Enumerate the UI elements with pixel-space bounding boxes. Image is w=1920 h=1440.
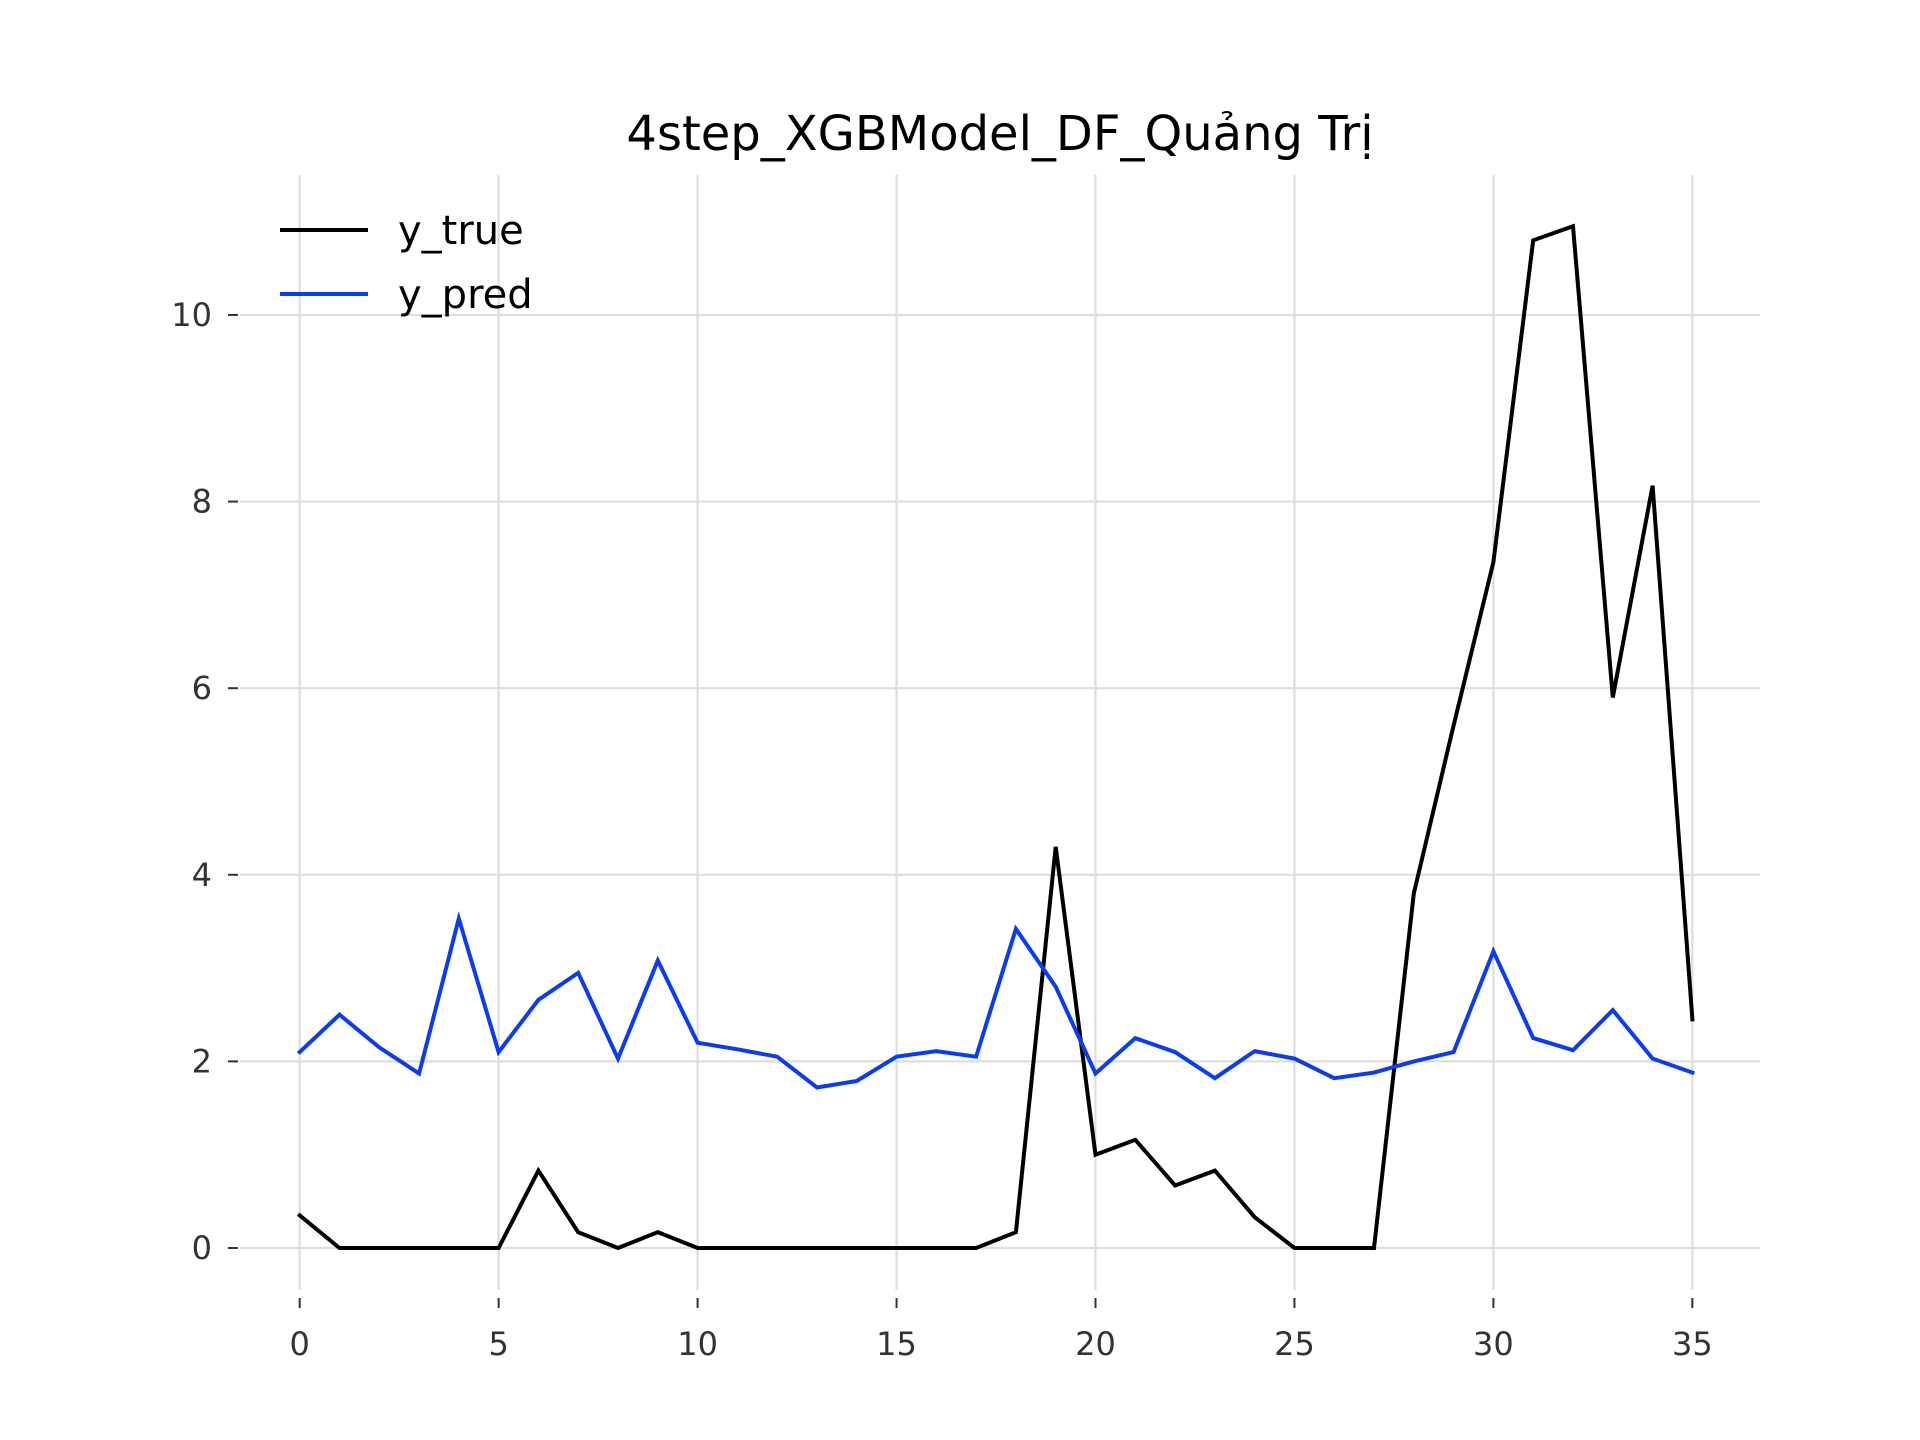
y-tick-label: 10: [171, 296, 212, 334]
y-tick-label: 6: [192, 669, 212, 707]
y-tick-label: 2: [192, 1042, 212, 1080]
y-tick-label: 8: [192, 483, 212, 521]
series-line-y-true: [296, 223, 1695, 1251]
legend-label-y-pred: y_pred: [398, 272, 533, 318]
x-tick-label: 35: [1672, 1325, 1713, 1363]
x-tick-label: 5: [488, 1325, 508, 1363]
chart-title: 4step_XGBModel_DF_Quảng Trị: [626, 106, 1373, 162]
legend-label-y-true: y_true: [398, 208, 524, 254]
x-tick-label: 10: [677, 1325, 718, 1363]
y-tick-label: 0: [192, 1229, 212, 1267]
legend: y_true y_pred: [280, 208, 533, 318]
tick-layer: 0 5 10 15 20 25 30 35 0 2 4 6 8 10: [171, 296, 1712, 1363]
series-layer: [296, 223, 1695, 1251]
x-tick-label: 30: [1473, 1325, 1514, 1363]
x-tick-label: 15: [876, 1325, 917, 1363]
y-tick-label: 4: [192, 856, 212, 894]
series-line-y-pred: [296, 911, 1695, 1090]
x-tick-label: 20: [1075, 1325, 1116, 1363]
grid-layer: [240, 175, 1760, 1290]
x-tick-label: 0: [290, 1325, 310, 1363]
x-tick-label: 25: [1274, 1325, 1315, 1363]
